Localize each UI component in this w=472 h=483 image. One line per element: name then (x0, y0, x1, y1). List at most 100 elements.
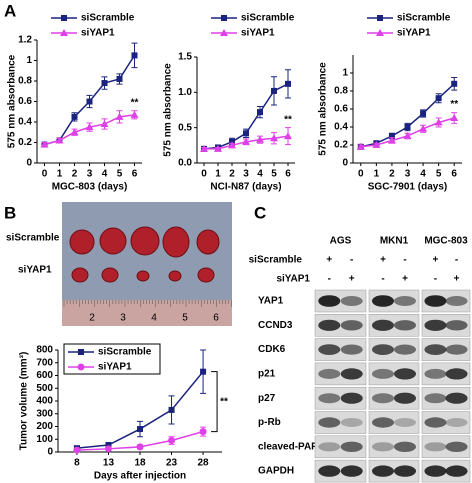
x-tick-label: 23 (166, 458, 178, 469)
band (445, 368, 468, 380)
y-axis-label: 575 nm absorbance (318, 62, 329, 156)
point (86, 98, 93, 105)
protein-label: p27 (258, 393, 276, 404)
band (394, 296, 416, 306)
point (228, 141, 236, 149)
x-tick-label: 18 (134, 458, 146, 469)
legend-marker (221, 15, 227, 21)
x-tick-label: 28 (198, 458, 210, 469)
legend-label: siYAP1 (241, 28, 275, 39)
x-tick-label: 8 (74, 458, 80, 469)
x-tick-label: 13 (103, 458, 115, 469)
sign: - (455, 255, 458, 266)
point (372, 141, 381, 148)
annotation: ** (131, 97, 139, 108)
panel-label: A (4, 1, 16, 20)
x-axis-label: SGC-7901 (days) (368, 182, 447, 193)
ruler-number: 4 (151, 313, 157, 324)
legend-label: siYAP1 (81, 28, 115, 39)
x-axis-label: NCI-N87 (days) (210, 182, 281, 193)
x-tick-label: 1 (215, 169, 221, 180)
tumor (69, 229, 95, 255)
band (445, 465, 468, 477)
band (318, 319, 341, 331)
panel-label: B (4, 203, 16, 222)
y-tick-label: 1.5 (178, 52, 192, 63)
blot-column: MGC-803 (424, 236, 468, 247)
band (340, 296, 363, 306)
point (168, 437, 176, 445)
point (434, 118, 443, 126)
y-axis-label: 575 nm absorbance (163, 63, 174, 157)
blot-strip (314, 338, 367, 361)
ruler-number: 6 (213, 313, 219, 324)
bracket (211, 371, 218, 433)
point (257, 109, 263, 116)
y-tick-label: 300 (36, 408, 53, 419)
band (445, 320, 468, 331)
band (424, 295, 447, 307)
band (372, 442, 394, 452)
band (394, 441, 416, 452)
ruler-number: 5 (182, 313, 188, 324)
point (403, 132, 412, 139)
y-axis-label: Tumor volume (mm³) (19, 352, 30, 451)
y-tick-label: 0.2 (18, 137, 32, 148)
band (340, 344, 363, 355)
axis (196, 57, 295, 164)
y-tick-label: 1.0 (178, 87, 192, 98)
sign: - (403, 255, 406, 266)
x-tick-label: 5 (271, 169, 277, 180)
y-tick-label: 0.2 (334, 140, 348, 151)
point (284, 132, 292, 140)
y-tick-label: 400 (36, 396, 53, 407)
sign: - (434, 274, 437, 285)
band (424, 465, 447, 477)
legend-label: siYAP1 (98, 362, 132, 373)
point (105, 441, 112, 448)
band (445, 344, 468, 355)
y-tick-label: 0.6 (18, 96, 32, 107)
protein-label: p21 (258, 369, 276, 380)
point (356, 142, 365, 150)
band (318, 295, 341, 307)
point (136, 443, 144, 451)
tumor (197, 267, 215, 283)
band (372, 465, 394, 477)
point (200, 368, 207, 375)
ruler (62, 300, 232, 326)
point (130, 110, 139, 118)
band (340, 368, 363, 380)
x-tick-label: 6 (285, 169, 291, 180)
protein-label: GAPDH (258, 466, 294, 477)
ruler-number: 3 (120, 313, 126, 324)
blot-strip (314, 411, 367, 434)
y-tick-label: 0.8 (18, 76, 32, 87)
band (445, 296, 468, 306)
y-tick-label: 0.6 (334, 104, 348, 115)
point (55, 136, 64, 144)
point (200, 144, 208, 152)
point (256, 135, 264, 143)
tumor (162, 226, 190, 258)
band (394, 392, 416, 404)
sign: + (380, 255, 386, 266)
x-tick-label: 3 (405, 169, 411, 180)
blot-strip (314, 435, 367, 459)
x-tick-label: 5 (436, 169, 442, 180)
band (340, 441, 363, 452)
annotation: ** (284, 114, 292, 125)
point (137, 426, 143, 433)
legend-label: siScramble (241, 13, 295, 24)
band (318, 465, 341, 477)
legend-label: siScramble (81, 13, 135, 24)
band (394, 344, 416, 355)
band (340, 320, 363, 331)
legend-marker (77, 363, 85, 371)
band (394, 465, 416, 477)
protein-label: CCND3 (258, 320, 293, 331)
protein-label: CDK6 (258, 344, 286, 355)
annotation: ** (450, 99, 458, 110)
y-tick-label: 100 (36, 434, 53, 445)
x-tick-label: 2 (389, 169, 395, 180)
